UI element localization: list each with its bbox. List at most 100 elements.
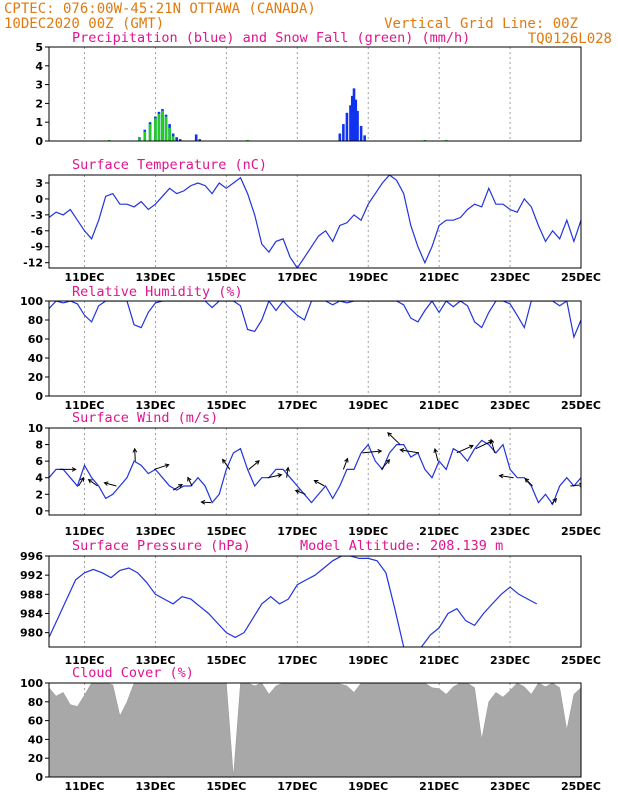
panel-3: 100 80 60 40 20 0 11DEC 13DEC 15DEC 17DEC 19DEC 21D…	[20, 284, 601, 412]
series-layer	[107, 88, 448, 141]
wind-arrow-head	[103, 481, 109, 486]
wind-arrow-shaft	[78, 477, 84, 487]
wind-arrow-head	[377, 448, 383, 454]
bar-precipitation	[350, 95, 354, 141]
series-line	[49, 556, 537, 647]
x-tick-label: 21DEC	[419, 399, 459, 412]
bar-precipitation	[175, 137, 178, 141]
bar-precipitation	[178, 139, 182, 141]
wind-arrow	[59, 467, 77, 472]
y-tick-label: 3	[35, 177, 43, 190]
wind-arrow	[498, 473, 514, 479]
wind-arrow-head	[285, 466, 290, 472]
wind-arrow	[78, 476, 85, 487]
panel-2: 3 0 -3 -6 -9 -12 11DEC 13DEC 15DEC 17DEC 19DEC 21DE…	[23, 157, 601, 284]
y-tick-label: 2	[35, 97, 43, 110]
y-tick-label: 3	[35, 79, 43, 92]
y-tick-label: 60	[28, 333, 44, 346]
x-tick-label: 19DEC	[348, 780, 388, 793]
wind-arrow-shaft	[314, 480, 325, 487]
series-layer	[49, 301, 581, 340]
panel-title: Surface Pressure (hPa)	[72, 538, 251, 554]
panel-1: 0 1 2 3 4 5 Precipitation (blue) and Snow Fall…	[35, 30, 582, 148]
panel-title: Precipitation (blue) and Snow Fall (gree…	[72, 30, 470, 46]
y-tick-label: 992	[20, 569, 43, 582]
wind-arrow	[187, 476, 193, 487]
panel-title: Surface Temperature (nC)	[72, 157, 267, 173]
x-tick-label: 19DEC	[348, 654, 388, 667]
wind-arrow	[154, 463, 170, 470]
wind-arrow-head	[71, 467, 77, 472]
wind-arrow-shaft	[380, 459, 390, 470]
y-tick-label: 0	[35, 135, 43, 148]
wind-arrow-shaft	[172, 484, 183, 491]
wind-arrow-head	[344, 457, 349, 463]
panel-frame	[48, 555, 582, 648]
run-time: 10DEC2020 00Z (GMT)	[4, 16, 164, 32]
x-tick-label: 13DEC	[135, 780, 175, 793]
bar-snow-fall	[161, 110, 164, 141]
x-tick-label: 13DEC	[135, 399, 175, 412]
wind-arrow	[399, 448, 420, 454]
series-layer	[49, 432, 581, 506]
panel-5: 996 992 988 984 980 11DEC 13DEC 15DEC 17DEC 19DEC…	[20, 538, 601, 667]
wind-arrow	[433, 447, 439, 462]
panel-title: Surface Wind (m/s)	[72, 410, 218, 426]
x-tick-label: 17DEC	[277, 525, 317, 538]
panel-6: 100 80 60 40 20 0 11DEC 13DEC 15DEC 17DEC 19DEC 21D…	[20, 665, 601, 793]
wind-arrow-shaft	[499, 475, 514, 479]
x-tick-label: 21DEC	[419, 525, 459, 538]
wind-arrow-head	[178, 483, 183, 489]
bar-precipitation	[354, 99, 358, 141]
wind-arrow-shaft	[222, 459, 231, 470]
bar-precipitation	[352, 88, 356, 141]
x-tick-label: 17DEC	[277, 271, 317, 284]
bar-snow-fall	[164, 116, 168, 141]
wind-arrow	[172, 483, 183, 491]
wind-arrow-shaft	[551, 498, 557, 505]
wind-arrow-head	[399, 448, 405, 453]
wind-arrow-shaft	[362, 450, 382, 454]
x-tick-label: 11DEC	[64, 654, 104, 667]
y-tick-label: -3	[31, 209, 43, 222]
wind-arrow-head	[468, 444, 474, 450]
grid-line-note: Vertical Grid Line: 00Z	[384, 16, 578, 32]
y-tick-label: 8	[35, 439, 43, 452]
x-tick-label: 15DEC	[206, 780, 246, 793]
x-tick-label: 11DEC	[64, 780, 104, 793]
bar-snow-fall	[154, 118, 157, 141]
panel-frame	[48, 300, 582, 397]
wind-arrow	[380, 459, 391, 470]
series-layer	[49, 175, 581, 268]
x-tick-label: 13DEC	[135, 271, 175, 284]
y-tick-label: 40	[28, 733, 44, 746]
y-tick-label: 1	[35, 116, 43, 129]
x-tick-label: 15DEC	[206, 399, 246, 412]
wind-arrow-shaft	[434, 448, 439, 462]
x-tick-label: 21DEC	[419, 654, 459, 667]
wind-arrow-head	[164, 463, 170, 468]
bar-precipitation	[363, 135, 366, 141]
panel-frame	[48, 427, 582, 516]
bar-snow-fall	[168, 127, 171, 141]
bar-precipitation	[338, 133, 342, 141]
y-tick-label: 0	[35, 193, 43, 206]
bar-snow-fall	[171, 136, 175, 141]
y-tick-label: 988	[20, 588, 43, 601]
y-tick-label: 4	[35, 60, 43, 73]
x-tick-label: 21DEC	[419, 271, 459, 284]
y-tick-label: 40	[28, 352, 44, 365]
wind-arrow	[285, 466, 290, 478]
wind-arrow	[456, 444, 474, 454]
x-tick-label: 23DEC	[490, 399, 530, 412]
x-tick-label: 23DEC	[490, 525, 530, 538]
bar-precipitation	[356, 110, 359, 141]
bar-snow-fall	[148, 124, 152, 141]
y-tick-label: 20	[28, 371, 44, 384]
bar-snow-fall	[143, 131, 147, 141]
wind-arrow-shaft	[248, 460, 260, 470]
wind-arrow-head	[313, 479, 319, 485]
wind-arrow-shaft	[88, 479, 98, 487]
y-tick-label: -9	[31, 241, 43, 254]
x-tick-label: 13DEC	[135, 654, 175, 667]
